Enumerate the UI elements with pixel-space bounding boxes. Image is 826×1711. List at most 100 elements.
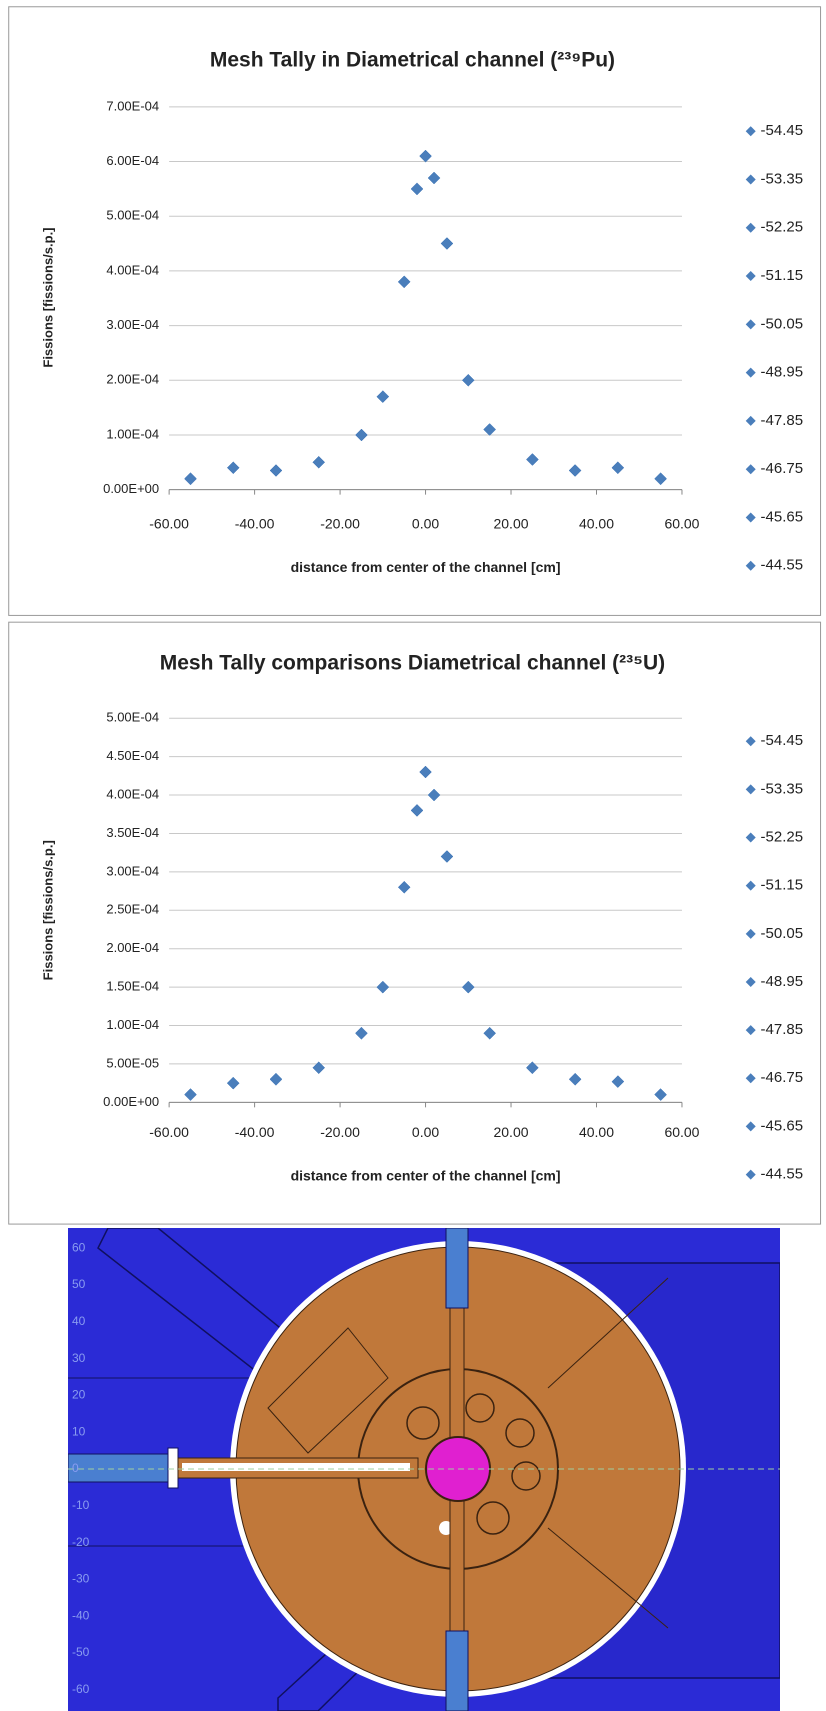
point xyxy=(398,275,411,288)
y-tick-label: 5.00E-04 xyxy=(106,710,159,725)
legend-marker xyxy=(745,222,756,233)
y-tick-label: 5.00E-05 xyxy=(106,1055,159,1070)
y-tick-label: 6.00E-04 xyxy=(106,153,159,168)
hole xyxy=(465,1393,495,1423)
y-tick-label: 2.50E-04 xyxy=(106,902,159,917)
channel xyxy=(445,1228,469,1309)
legend-label: -53.35 xyxy=(761,170,804,187)
legend-label: -45.65 xyxy=(761,1117,804,1134)
point xyxy=(440,850,453,863)
diagram-tick-label: -60 xyxy=(72,1682,90,1696)
point xyxy=(376,390,389,403)
legend-marker xyxy=(745,928,756,939)
point xyxy=(312,456,325,469)
legend-label: -51.15 xyxy=(761,267,804,284)
point xyxy=(462,981,475,994)
x-tick-label: 60.00 xyxy=(664,515,699,531)
x-tick-label: 20.00 xyxy=(493,515,528,531)
point xyxy=(376,981,389,994)
legend-label: -52.25 xyxy=(761,828,804,845)
point xyxy=(227,461,240,474)
legend-label: -45.65 xyxy=(761,508,804,525)
legend-label: -54.45 xyxy=(761,122,804,139)
legend-label: -50.05 xyxy=(761,925,804,942)
point xyxy=(184,1088,197,1101)
point xyxy=(483,1027,496,1040)
y-tick-label: 3.50E-04 xyxy=(106,825,159,840)
point xyxy=(654,472,667,485)
legend-marker xyxy=(745,1121,756,1132)
y-tick-label: 7.00E-04 xyxy=(106,98,159,113)
diagram-tick-label: 40 xyxy=(72,1314,86,1328)
point xyxy=(184,472,197,485)
x-tick-label: 20.00 xyxy=(493,1124,528,1140)
y-tick-label: 1.00E-04 xyxy=(106,1017,159,1032)
x-axis-label: distance from center of the channel [cm] xyxy=(291,559,561,575)
hole xyxy=(406,1406,440,1440)
x-tick-label: -60.00 xyxy=(149,1124,189,1140)
legend-marker xyxy=(745,464,756,475)
line xyxy=(547,1527,669,1629)
point xyxy=(611,461,624,474)
y-tick-label: 0.00E+00 xyxy=(103,481,159,496)
legend-marker xyxy=(745,832,756,843)
chart-title: Mesh Tally comparisons Diametrical chann… xyxy=(160,652,665,675)
legend-marker xyxy=(745,512,756,523)
x-tick-label: 0.00 xyxy=(412,515,439,531)
diagram-tick-label: -40 xyxy=(72,1608,90,1622)
x-tick-label: 60.00 xyxy=(664,1124,699,1140)
y-tick-label: 3.00E-04 xyxy=(106,317,159,332)
point xyxy=(526,453,539,466)
legend-label: -47.85 xyxy=(761,1021,804,1038)
legend-label: -48.95 xyxy=(761,973,804,990)
hole xyxy=(505,1418,535,1448)
legend-marker xyxy=(745,415,756,426)
line xyxy=(547,1277,669,1389)
point xyxy=(428,789,441,802)
legend-label: -44.55 xyxy=(761,1166,804,1183)
y-tick-label: 0.00E+00 xyxy=(103,1094,159,1109)
point xyxy=(398,881,411,894)
legend-label: -51.15 xyxy=(761,877,804,894)
legend-label: -46.75 xyxy=(761,460,804,477)
point xyxy=(312,1061,325,1074)
legend-marker xyxy=(745,126,756,137)
x-tick-label: -20.00 xyxy=(320,1124,360,1140)
legend-label: -44.55 xyxy=(761,557,804,574)
y-tick-label: 2.00E-04 xyxy=(106,940,159,955)
flange xyxy=(167,1447,179,1489)
point xyxy=(355,428,368,441)
legend-label: -53.35 xyxy=(761,780,804,797)
x-tick-label: 40.00 xyxy=(579,1124,614,1140)
legend-marker xyxy=(745,1025,756,1036)
point xyxy=(227,1077,240,1090)
y-tick-label: 1.50E-04 xyxy=(106,979,159,994)
x-axis-label: distance from center of the channel [cm] xyxy=(291,1167,561,1183)
beam-bore xyxy=(182,1463,410,1471)
legend-marker xyxy=(745,736,756,747)
diagram-tick-label: 30 xyxy=(72,1351,86,1365)
point xyxy=(419,150,432,163)
diagram-tick-label: 60 xyxy=(72,1240,86,1254)
y-tick-label: 4.00E-04 xyxy=(106,786,159,801)
point xyxy=(269,464,282,477)
chart-frame xyxy=(8,6,822,616)
point xyxy=(569,464,582,477)
diagram-tick-label: 0 xyxy=(72,1461,79,1475)
legend-marker xyxy=(745,784,756,795)
legend-label: -47.85 xyxy=(761,412,804,429)
y-tick-label: 5.00E-04 xyxy=(106,208,159,223)
beam-port xyxy=(267,1327,389,1454)
x-tick-label: -60.00 xyxy=(149,515,189,531)
point xyxy=(269,1073,282,1086)
x-tick-label: -40.00 xyxy=(235,1124,275,1140)
x-tick-label: -40.00 xyxy=(235,515,275,531)
diagram-tick-label: -20 xyxy=(72,1535,90,1549)
legend-label: -46.75 xyxy=(761,1069,804,1086)
point xyxy=(462,374,475,387)
legend-label: -48.95 xyxy=(761,364,804,381)
diagram-tick-label: 10 xyxy=(72,1424,86,1438)
y-tick-label: 4.50E-04 xyxy=(106,748,159,763)
